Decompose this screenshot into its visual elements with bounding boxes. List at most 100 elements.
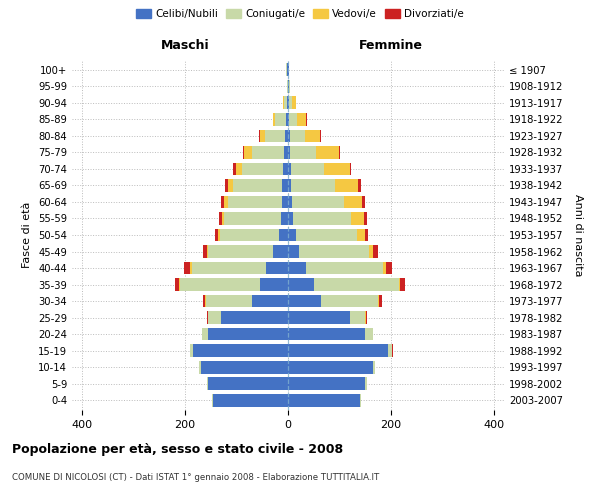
Bar	[288, 96, 289, 110]
Bar	[224, 196, 228, 208]
Bar	[369, 245, 373, 258]
Bar	[203, 245, 207, 258]
Bar	[175, 278, 179, 291]
Bar	[218, 228, 220, 241]
Bar	[266, 262, 288, 274]
Bar	[260, 130, 265, 142]
Bar	[281, 212, 288, 225]
Bar	[208, 328, 288, 340]
Bar	[314, 278, 398, 291]
Bar	[288, 113, 289, 126]
Bar	[365, 377, 367, 390]
Bar	[288, 162, 290, 175]
Bar	[192, 262, 266, 274]
Bar	[252, 294, 288, 308]
Bar	[208, 311, 221, 324]
Bar	[208, 377, 288, 390]
Bar	[350, 311, 365, 324]
Bar	[190, 344, 193, 357]
Bar	[288, 245, 299, 258]
Bar	[289, 113, 297, 126]
Bar	[207, 245, 208, 258]
Bar	[383, 262, 386, 274]
Bar	[265, 130, 286, 142]
Bar	[218, 212, 221, 225]
Bar	[288, 179, 291, 192]
Bar	[365, 228, 368, 241]
Bar	[360, 394, 361, 406]
Bar	[378, 294, 379, 308]
Bar	[288, 394, 360, 406]
Bar	[291, 179, 335, 192]
Bar	[272, 245, 288, 258]
Bar	[284, 96, 287, 110]
Text: Maschi: Maschi	[161, 38, 209, 52]
Bar	[296, 228, 358, 241]
Bar	[207, 377, 208, 390]
Y-axis label: Anni di nascita: Anni di nascita	[573, 194, 583, 276]
Bar	[324, 162, 350, 175]
Bar	[287, 96, 288, 110]
Bar	[292, 96, 296, 110]
Bar	[316, 146, 339, 159]
Bar	[288, 130, 290, 142]
Bar	[362, 196, 365, 208]
Bar	[287, 64, 288, 76]
Bar	[288, 377, 365, 390]
Bar	[207, 311, 208, 324]
Bar	[212, 394, 214, 406]
Text: COMUNE DI NICOLOSI (CT) - Dati ISTAT 1° gennaio 2008 - Elaborazione TUTTITALIA.I: COMUNE DI NICOLOSI (CT) - Dati ISTAT 1° …	[12, 472, 379, 482]
Bar	[180, 278, 260, 291]
Bar	[200, 360, 288, 374]
Bar	[339, 146, 340, 159]
Bar	[284, 146, 288, 159]
Bar	[290, 162, 324, 175]
Bar	[208, 245, 272, 258]
Bar	[214, 394, 288, 406]
Bar	[335, 179, 358, 192]
Bar	[299, 245, 369, 258]
Bar	[288, 146, 290, 159]
Bar	[290, 146, 316, 159]
Bar	[373, 360, 376, 374]
Bar	[364, 212, 367, 225]
Bar	[344, 196, 362, 208]
Bar	[306, 262, 383, 274]
Bar	[350, 162, 351, 175]
Bar	[305, 130, 320, 142]
Legend: Celibi/Nubili, Coniugati/e, Vedovi/e, Divorziati/e: Celibi/Nubili, Coniugati/e, Vedovi/e, Di…	[132, 5, 468, 24]
Bar	[190, 262, 192, 274]
Text: Femmine: Femmine	[359, 38, 423, 52]
Text: Popolazione per età, sesso e stato civile - 2008: Popolazione per età, sesso e stato civil…	[12, 442, 343, 456]
Bar	[293, 212, 351, 225]
Bar	[244, 146, 252, 159]
Bar	[233, 179, 282, 192]
Bar	[202, 328, 208, 340]
Bar	[379, 294, 382, 308]
Bar	[282, 179, 288, 192]
Bar	[288, 294, 322, 308]
Bar	[365, 328, 373, 340]
Bar	[233, 162, 236, 175]
Y-axis label: Fasce di età: Fasce di età	[22, 202, 32, 268]
Bar	[221, 212, 224, 225]
Bar	[252, 146, 284, 159]
Bar	[289, 96, 292, 110]
Bar	[225, 179, 228, 192]
Bar	[184, 262, 190, 274]
Bar	[286, 130, 288, 142]
Bar	[224, 212, 281, 225]
Bar	[228, 179, 233, 192]
Bar	[221, 311, 288, 324]
Bar	[206, 294, 252, 308]
Bar	[275, 113, 286, 126]
Bar	[282, 196, 288, 208]
Bar	[288, 344, 388, 357]
Bar	[358, 179, 361, 192]
Bar	[215, 228, 218, 241]
Bar	[398, 278, 400, 291]
Bar	[400, 278, 405, 291]
Bar	[288, 328, 365, 340]
Bar	[228, 196, 282, 208]
Bar	[358, 228, 365, 241]
